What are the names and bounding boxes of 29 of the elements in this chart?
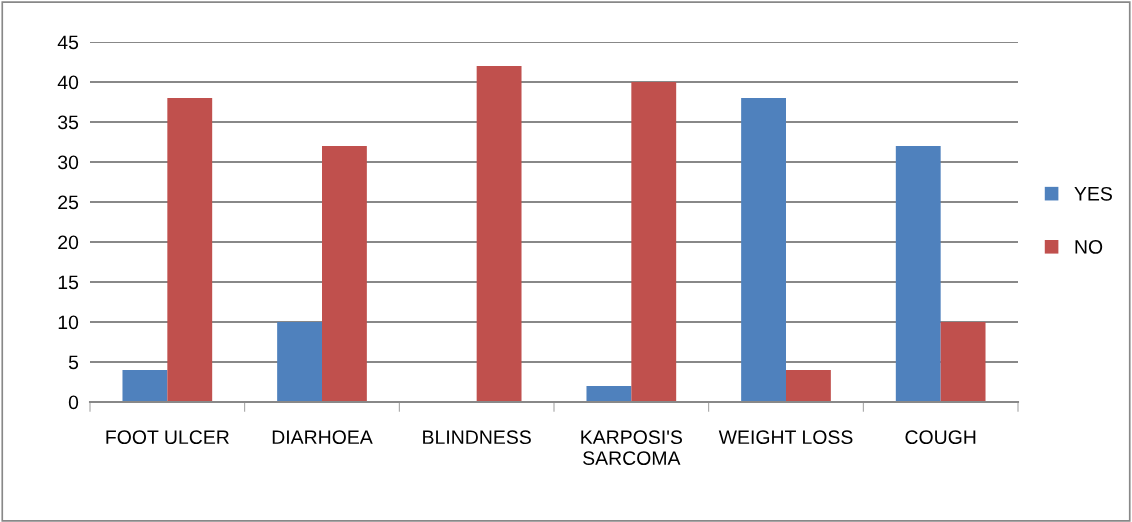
x-tick-label: WEIGHT LOSS — [718, 430, 853, 445]
y-tick-label: 25 — [58, 195, 79, 210]
y-tick-label: 30 — [58, 155, 79, 170]
x-tick-label: FOOT ULCER — [106, 430, 229, 445]
y-tick-label: 20 — [58, 235, 79, 250]
bar — [476, 66, 522, 402]
y-tick-label: 35 — [58, 115, 79, 130]
bar — [940, 322, 986, 402]
y-tick-label: 5 — [68, 355, 79, 370]
x-tick-label: COUGH — [905, 430, 976, 445]
y-tick-label: 10 — [58, 315, 79, 330]
legend-label: YES — [1074, 186, 1112, 201]
x-tick-label: DIARHOEA — [272, 430, 373, 445]
bar — [167, 98, 213, 402]
bar — [786, 370, 831, 402]
x-tick-label: KARPOSI'S SARCOMA — [581, 430, 682, 465]
bar — [895, 146, 941, 402]
y-tick-label: 15 — [58, 275, 79, 290]
bar — [741, 98, 786, 402]
bar — [322, 146, 367, 402]
bar — [122, 370, 168, 402]
x-tick-label: BLINDNESS — [423, 430, 531, 445]
legend-label: NO — [1075, 240, 1103, 254]
bar — [277, 322, 322, 402]
bar — [586, 386, 632, 402]
y-tick-label: 45 — [57, 35, 79, 50]
y-tick-label: 0 — [68, 395, 79, 410]
y-tick-label: 40 — [57, 75, 79, 90]
bar — [631, 82, 677, 402]
